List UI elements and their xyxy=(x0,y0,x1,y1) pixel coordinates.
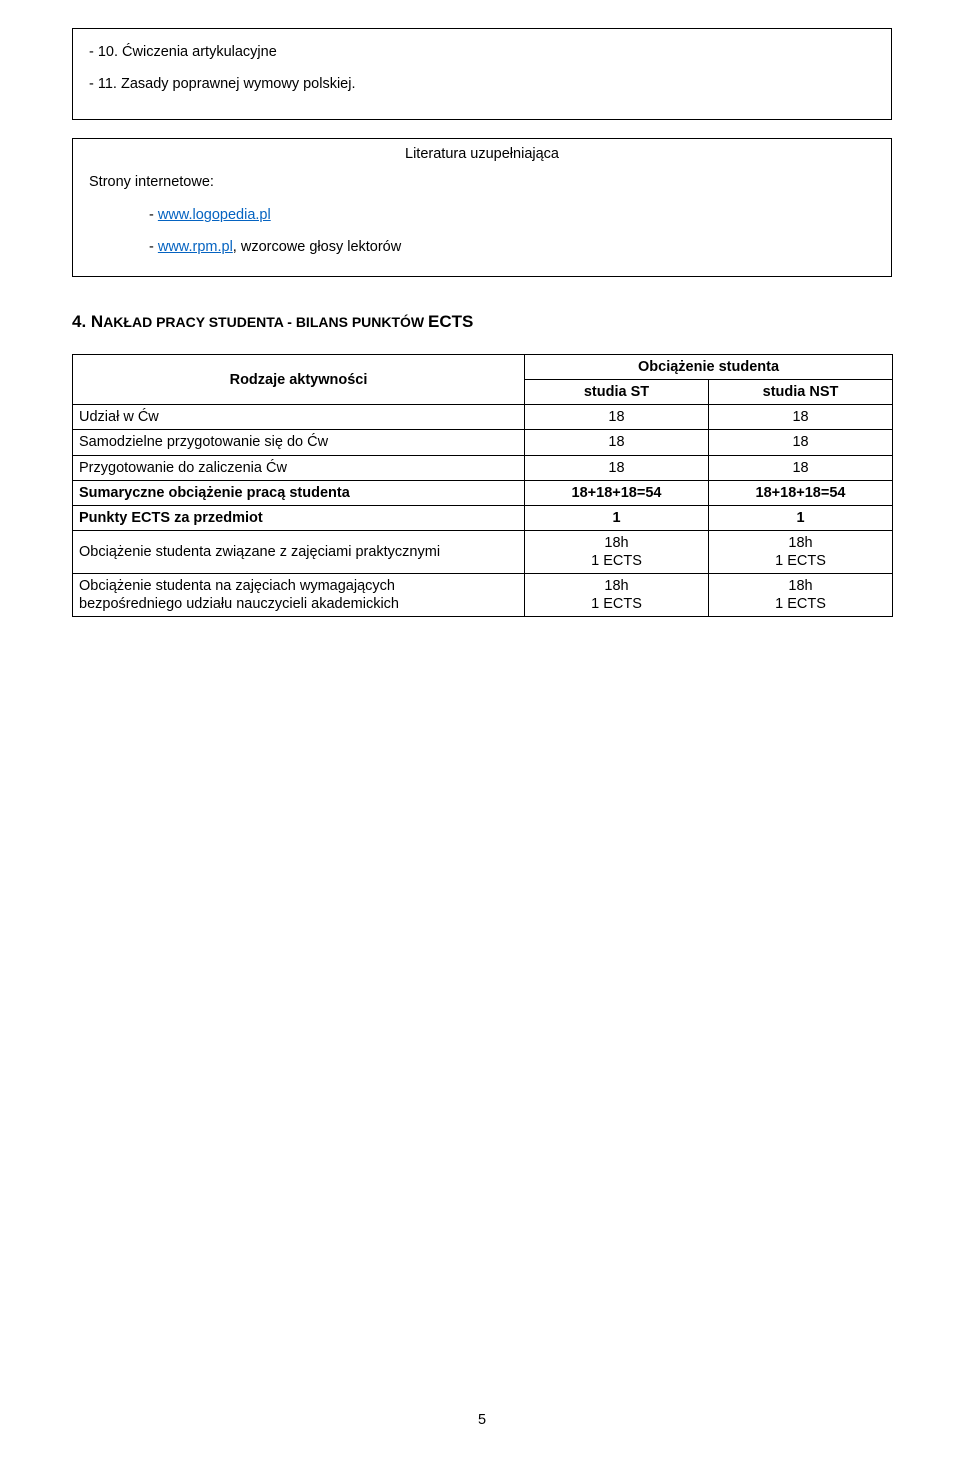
section-title-ects: ECTS xyxy=(428,312,473,331)
content-box-exercises: - 10. Ćwiczenia artykulacyjne - 11. Zasa… xyxy=(72,28,892,120)
table-row-direct: Obciążenie studenta na zajęciach wymagaj… xyxy=(73,574,893,617)
cell-nst: 18 xyxy=(709,405,893,430)
cell-st: 18h 1 ECTS xyxy=(525,530,709,573)
cell-nst-hours: 18h xyxy=(715,534,886,552)
link-prefix: - xyxy=(149,207,158,223)
cell-nst-hours: 18h xyxy=(715,577,886,595)
cell-nst-ects: 1 ECTS xyxy=(715,552,886,570)
literature-link-2: - www.rpm.pl, wzorcowe głosy lektorów xyxy=(149,238,875,256)
cell-st: 1 xyxy=(525,505,709,530)
ects-table: Rodzaje aktywności Obciążenie studenta s… xyxy=(72,354,893,617)
exercise-item-11: - 11. Zasady poprawnej wymowy polskiej. xyxy=(89,75,875,93)
cell-st-hours: 18h xyxy=(531,534,702,552)
th-studia-nst: studia NST xyxy=(709,380,893,405)
cell-st: 18 xyxy=(525,430,709,455)
cell-st: 18 xyxy=(525,455,709,480)
section-title-rest: AKŁAD PRACY STUDENTA - BILANS PUNKTÓW xyxy=(103,314,428,330)
cell-st: 18+18+18=54 xyxy=(525,480,709,505)
logopedia-link[interactable]: www.logopedia.pl xyxy=(158,207,271,223)
cell-label: Samodzielne przygotowanie się do Ćw xyxy=(73,430,525,455)
cell-label: Obciążenie studenta na zajęciach wymagaj… xyxy=(73,574,525,617)
th-studia-st: studia ST xyxy=(525,380,709,405)
table-row: Samodzielne przygotowanie się do Ćw 18 1… xyxy=(73,430,893,455)
content-box-literature: Literatura uzupełniająca Strony internet… xyxy=(72,138,892,277)
cell-st: 18h 1 ECTS xyxy=(525,574,709,617)
cell-nst: 18+18+18=54 xyxy=(709,480,893,505)
cell-label: Sumaryczne obciążenie pracą studenta xyxy=(73,480,525,505)
cell-st-ects: 1 ECTS xyxy=(531,552,702,570)
cell-nst: 18h 1 ECTS xyxy=(709,530,893,573)
link-prefix: - xyxy=(149,239,158,255)
table-row-ects: Punkty ECTS za przedmiot 1 1 xyxy=(73,505,893,530)
literature-link-1: - www.logopedia.pl xyxy=(149,206,875,224)
section-title-first: N xyxy=(91,312,103,331)
exercise-item-10: - 10. Ćwiczenia artykulacyjne xyxy=(89,43,875,61)
link-suffix: , wzorcowe głosy lektorów xyxy=(233,239,401,255)
literature-heading: Literatura uzupełniająca xyxy=(89,145,875,163)
cell-st: 18 xyxy=(525,405,709,430)
cell-label-l1: Obciążenie studenta na zajęciach wymagaj… xyxy=(79,577,518,595)
table-row-summary: Sumaryczne obciążenie pracą studenta 18+… xyxy=(73,480,893,505)
cell-st-ects: 1 ECTS xyxy=(531,595,702,613)
cell-label: Udział w Ćw xyxy=(73,405,525,430)
cell-nst-ects: 1 ECTS xyxy=(715,595,886,613)
cell-label: Obciążenie studenta związane z zajęciami… xyxy=(73,530,525,573)
cell-label: Punkty ECTS za przedmiot xyxy=(73,505,525,530)
page-number: 5 xyxy=(72,1411,892,1429)
cell-nst: 1 xyxy=(709,505,893,530)
section-number: 4. xyxy=(72,312,91,331)
cell-nst: 18h 1 ECTS xyxy=(709,574,893,617)
th-load: Obciążenie studenta xyxy=(525,355,893,380)
rpm-link[interactable]: www.rpm.pl xyxy=(158,239,233,255)
table-row: Przygotowanie do zaliczenia Ćw 18 18 xyxy=(73,455,893,480)
cell-nst: 18 xyxy=(709,430,893,455)
table-row: Udział w Ćw 18 18 xyxy=(73,405,893,430)
cell-label: Przygotowanie do zaliczenia Ćw xyxy=(73,455,525,480)
literature-intro: Strony internetowe: xyxy=(89,173,875,191)
cell-nst: 18 xyxy=(709,455,893,480)
cell-label-l2: bezpośredniego udziału nauczycieli akade… xyxy=(79,595,518,613)
th-activity: Rodzaje aktywności xyxy=(73,355,525,405)
table-row-practical: Obciążenie studenta związane z zajęciami… xyxy=(73,530,893,573)
section-4-heading: 4. NAKŁAD PRACY STUDENTA - BILANS PUNKTÓ… xyxy=(72,311,896,332)
cell-st-hours: 18h xyxy=(531,577,702,595)
